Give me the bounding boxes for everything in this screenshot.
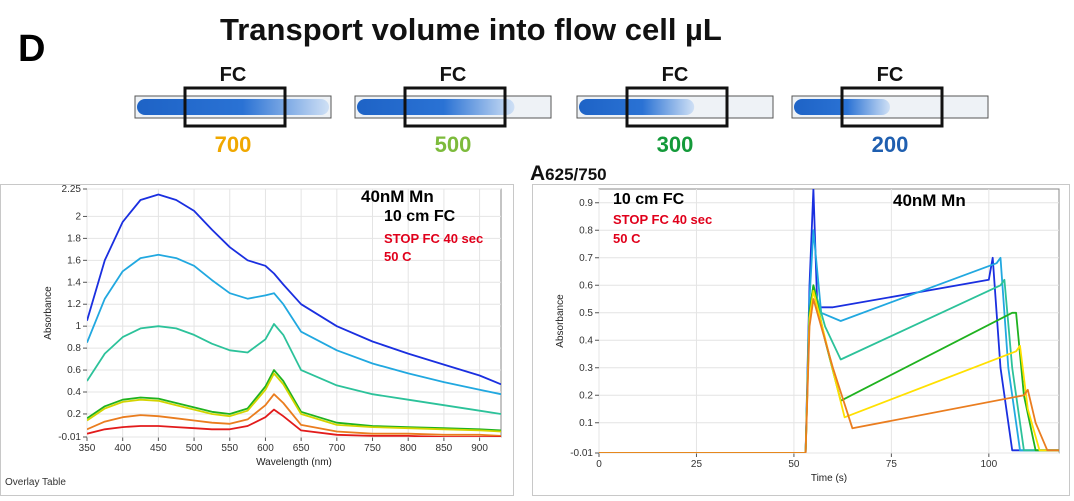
series-line-5 bbox=[87, 372, 501, 433]
overlay-table-tab[interactable]: Overlay Table bbox=[5, 477, 66, 488]
y-axis-label: Absorbance bbox=[43, 286, 54, 340]
volume-label: 500 bbox=[434, 132, 472, 157]
series-line-7 bbox=[87, 408, 501, 437]
x-tick-label: 750 bbox=[364, 443, 381, 454]
x-tick-label: 75 bbox=[886, 459, 898, 470]
x-tick-label: 0 bbox=[596, 459, 602, 470]
series-line-6 bbox=[599, 298, 1059, 453]
y-tick-label: 0.5 bbox=[579, 308, 593, 319]
series-line-4 bbox=[87, 369, 501, 432]
left-annotation-stop: STOP FC 40 sec bbox=[384, 231, 484, 246]
y-tick-label: 0.6 bbox=[579, 280, 593, 291]
x-tick-label: 550 bbox=[221, 443, 238, 454]
y-tick-label: 2 bbox=[75, 211, 81, 222]
y-tick-label: 1 bbox=[75, 321, 81, 332]
figure-title: Transport volume into flow cell µL bbox=[220, 12, 722, 47]
x-tick-label: 350 bbox=[79, 443, 96, 454]
x-tick-label: 800 bbox=[400, 443, 417, 454]
right-annotation-fc: 10 cm FC bbox=[613, 191, 685, 208]
fc-label: FC bbox=[661, 64, 689, 86]
y-tick-label: 0.7 bbox=[579, 253, 593, 264]
y-tick-label: -0.01 bbox=[58, 432, 81, 443]
x-tick-label: 450 bbox=[150, 443, 167, 454]
tube-500: FC 500 bbox=[353, 60, 553, 160]
x-tick-label: 900 bbox=[471, 443, 488, 454]
y-tick-label: -0.01 bbox=[570, 448, 593, 459]
kinetics-chart: 0 25 50 75 100 -0.01 0.1 0.2 0.3 0.4 0.5 0.6 0.7 0.8 0… bbox=[555, 188, 1060, 484]
y-tick-label: 0.2 bbox=[579, 390, 593, 401]
x-tick-label: 25 bbox=[691, 459, 703, 470]
y-tick-label: 0.3 bbox=[579, 363, 593, 374]
x-tick-label: 700 bbox=[328, 443, 345, 454]
plot-area bbox=[598, 188, 1060, 454]
x-tick-label: 100 bbox=[980, 459, 997, 470]
kinetics-plot-frame: 0 25 50 75 100 -0.01 0.1 0.2 0.3 0.4 0.5 0.6 0.7 0.8 0… bbox=[532, 184, 1070, 496]
y-tick-label: 0.2 bbox=[67, 409, 81, 420]
x-tick-label: 600 bbox=[257, 443, 274, 454]
right-annotation-temp: 50 C bbox=[613, 231, 641, 246]
fc-label: FC bbox=[876, 64, 904, 86]
y-axis-label: Absorbance bbox=[555, 294, 566, 348]
x-tick-label: 50 bbox=[788, 459, 800, 470]
x-tick-label: 650 bbox=[293, 443, 310, 454]
y-tick-label: 1.6 bbox=[67, 255, 81, 266]
tube-drawing bbox=[791, 86, 989, 128]
volume-label: 700 bbox=[214, 132, 252, 157]
y-tick-label: 0.6 bbox=[67, 365, 81, 376]
volume-label: 200 bbox=[871, 132, 909, 157]
left-annotation-mn: 40nM Mn bbox=[361, 187, 434, 206]
tube-200: FC 200 bbox=[790, 60, 990, 160]
series-line-6 bbox=[87, 393, 501, 437]
tube-300: FC 300 bbox=[575, 60, 775, 160]
plot-area bbox=[86, 188, 502, 438]
x-tick-label: 400 bbox=[114, 443, 131, 454]
panel-letter: D bbox=[18, 28, 46, 70]
tube-drawing bbox=[354, 86, 552, 128]
spectra-plot-frame: 350 400 450 500 550 600 650 700 750 800 850 900 -0.0… bbox=[0, 184, 514, 496]
series-line-3 bbox=[87, 323, 501, 415]
tube-700: FC 700 bbox=[133, 60, 333, 160]
left-annotation-temp: 50 C bbox=[384, 249, 412, 264]
spectra-chart: 350 400 450 500 550 600 650 700 750 800 850 900 -0.0… bbox=[43, 184, 502, 468]
tube-drawing bbox=[134, 86, 332, 128]
series-line-1 bbox=[87, 193, 501, 386]
y-tick-label: 1.8 bbox=[67, 233, 81, 244]
y-tick-label: 0.8 bbox=[579, 225, 593, 236]
y-tick-label: 0.4 bbox=[579, 335, 593, 346]
tube-drawing bbox=[576, 86, 774, 128]
fc-label: FC bbox=[439, 64, 467, 86]
y-tick-label: 1.4 bbox=[67, 277, 81, 288]
absorbance-wavelength-label: A625/750 bbox=[530, 162, 607, 185]
left-annotation-fc: 10 cm FC bbox=[384, 208, 456, 225]
y-tick-label: 0.4 bbox=[67, 387, 81, 398]
x-axis-label: Wavelength (nm) bbox=[256, 457, 332, 468]
x-axis-label: Time (s) bbox=[811, 473, 847, 484]
y-tick-label: 0.9 bbox=[579, 198, 593, 209]
right-annotation-stop: STOP FC 40 sec bbox=[613, 212, 713, 227]
y-tick-label: 1.2 bbox=[67, 299, 81, 310]
volume-label: 300 bbox=[656, 132, 694, 157]
x-tick-label: 850 bbox=[436, 443, 453, 454]
tubes-row: FC 700 FC 500 FC 300 FC 200 bbox=[0, 60, 1074, 160]
y-tick-label: 0.1 bbox=[579, 418, 593, 429]
series-line-2 bbox=[87, 253, 501, 396]
y-tick-label: 2.25 bbox=[62, 185, 82, 195]
fc-label: FC bbox=[219, 64, 247, 86]
x-tick-label: 500 bbox=[186, 443, 203, 454]
y-tick-label: 0.8 bbox=[67, 343, 81, 354]
right-annotation-mn: 40nM Mn bbox=[893, 191, 966, 210]
